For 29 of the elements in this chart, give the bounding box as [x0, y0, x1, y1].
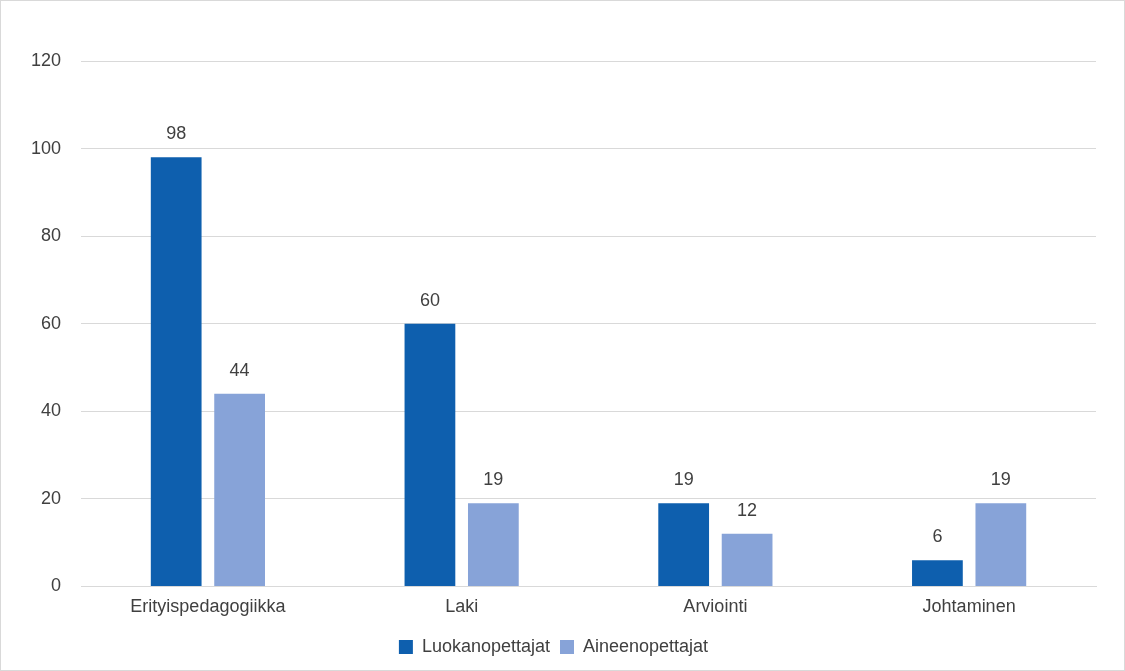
x-tick-label: Johtaminen: [922, 596, 1016, 617]
bar: [214, 393, 265, 586]
x-tick-label: Erityispedagogiikka: [130, 596, 287, 617]
y-tick-label: 80: [41, 225, 62, 246]
data-label: 44: [229, 359, 250, 380]
bar: [975, 503, 1027, 586]
bar: [721, 533, 773, 586]
bar: [150, 157, 202, 586]
y-tick-label: 0: [51, 575, 62, 596]
legend-label: Aineenopettajat: [583, 635, 709, 656]
data-label: 6: [932, 526, 943, 547]
legend-label: Luokanopettajat: [421, 635, 550, 656]
data-label: 12: [737, 499, 758, 520]
y-tick-label: 20: [41, 487, 62, 508]
data-label: 19: [483, 469, 504, 490]
data-label: 98: [166, 123, 187, 144]
y-tick-label: 120: [30, 49, 62, 70]
data-label: 19: [990, 469, 1011, 490]
bar: [912, 560, 963, 586]
bar: [467, 503, 519, 586]
data-label: 60: [419, 289, 440, 310]
y-tick-label: 100: [30, 137, 62, 158]
data-label: 19: [673, 469, 694, 490]
y-tick-label: 40: [41, 400, 62, 421]
bar: [658, 503, 710, 586]
x-tick-label: Laki: [445, 596, 479, 617]
y-tick-label: 60: [41, 312, 62, 333]
x-tick-label: Arviointi: [683, 596, 748, 617]
bar: [404, 323, 456, 586]
